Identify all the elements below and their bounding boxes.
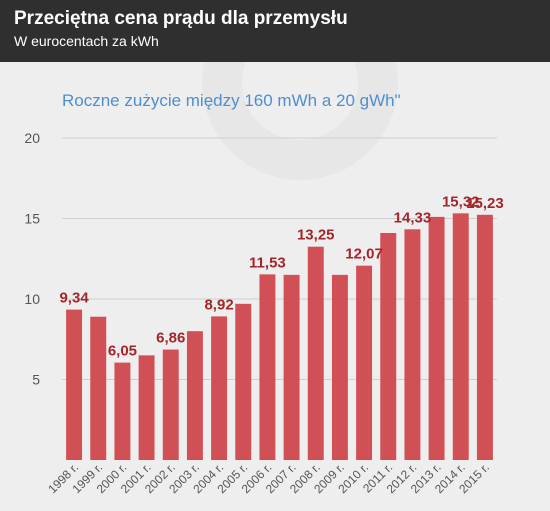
bar [356, 265, 373, 460]
gridlines [62, 137, 497, 380]
bar [235, 303, 252, 460]
data-label: 13,25 [297, 227, 335, 244]
bar [428, 216, 445, 460]
bar [186, 331, 203, 460]
header-bar: Przeciętna cena prądu dla przemysłu W eu… [0, 0, 550, 62]
bar [162, 349, 179, 460]
data-label: 15,23 [466, 195, 504, 212]
page-title: Przeciętna cena prądu dla przemysłu [14, 8, 348, 29]
y-tick-label: 5 [32, 372, 40, 388]
page-subtitle: W eurocentach za kWh [14, 33, 159, 49]
data-label: 12,07 [345, 246, 383, 263]
bar [404, 229, 421, 460]
y-tick-label: 15 [24, 211, 40, 227]
bar [307, 246, 324, 460]
data-label: 6,86 [156, 330, 185, 347]
y-axis: 5 10 15 20 [24, 130, 40, 388]
bar [259, 274, 276, 460]
data-labels: 9,34 6,05 6,86 8,92 11,53 13,25 12,07 14,33 15,3… [59, 193, 503, 359]
data-label: 6,05 [108, 343, 137, 360]
bar [452, 213, 469, 460]
data-label: 15,32 [442, 193, 480, 210]
bar [331, 274, 348, 460]
bar [66, 309, 83, 460]
bar [114, 362, 131, 460]
bar [90, 316, 107, 460]
chart-title: Roczne zużycie między 160 mWh a 20 gWh" [62, 91, 401, 110]
data-label: 8,92 [204, 296, 233, 313]
bar-chart: Roczne zużycie między 160 mWh a 20 gWh" … [24, 62, 504, 496]
bar [476, 214, 493, 460]
bar [211, 316, 228, 460]
background-watermark [202, 62, 398, 180]
x-axis-ticks: 1998 r.1999 r.2000 r.2001 r.2002 r.2003 … [45, 460, 492, 496]
bar [380, 232, 397, 460]
y-tick-label: 10 [24, 291, 40, 307]
data-label: 9,34 [59, 290, 89, 307]
bars [66, 213, 493, 460]
data-label: 11,53 [249, 254, 286, 271]
y-tick-label: 20 [24, 130, 40, 146]
bar [138, 355, 155, 460]
data-label: 14,33 [394, 209, 432, 226]
bar [283, 274, 300, 460]
